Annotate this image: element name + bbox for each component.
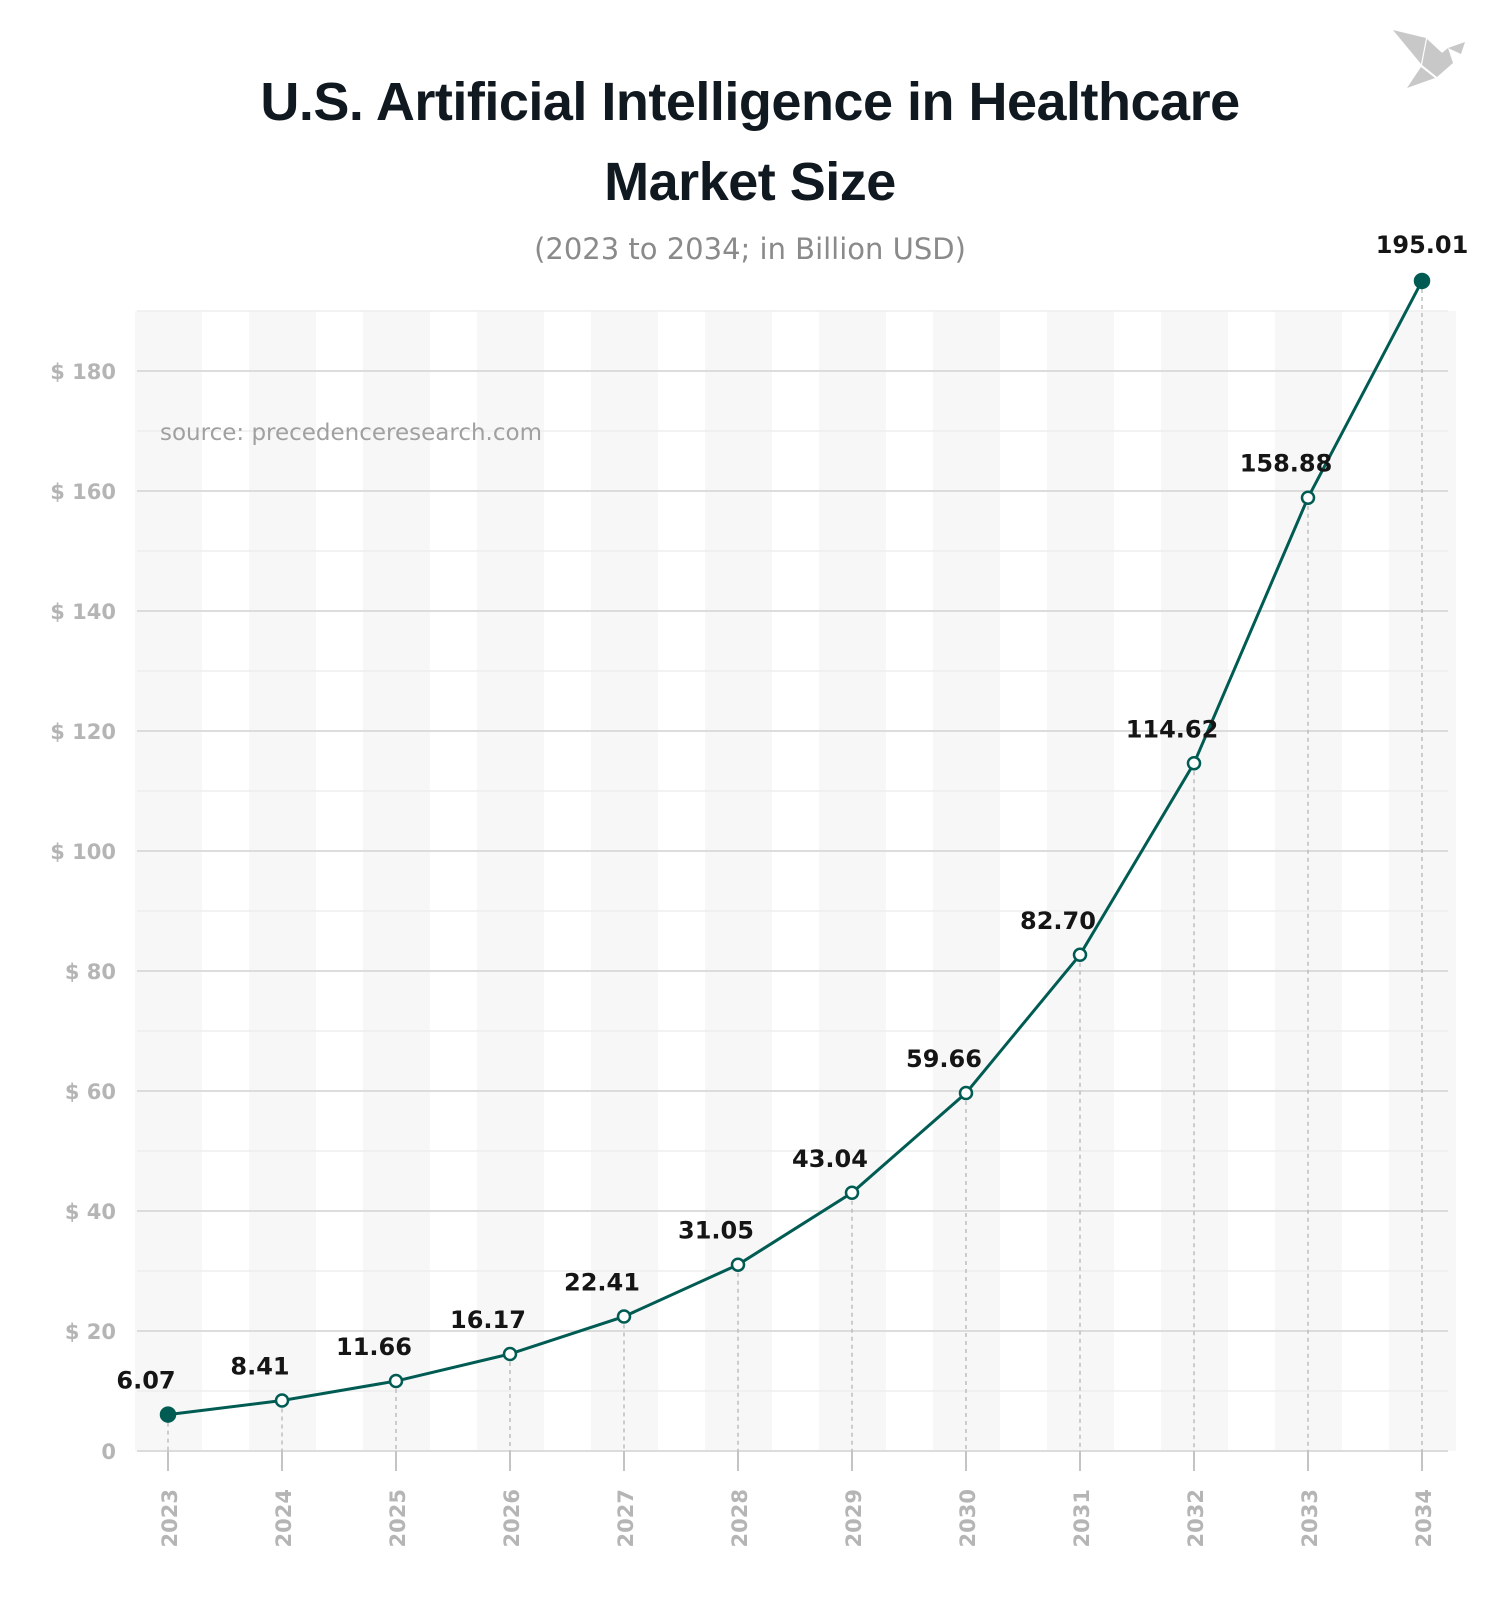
chart-subtitle: (2023 to 2034; in Billion USD) [534,232,966,266]
data-point [730,1257,746,1272]
column-band [933,311,1000,1451]
column-band [249,311,316,1451]
data-label: 82.70 [1020,907,1096,935]
data-point [1186,756,1202,771]
data-label: 22.41 [564,1269,640,1297]
origami-bird-icon [1393,30,1465,88]
data-label: 31.05 [678,1217,754,1245]
x-tick-label: 2026 [500,1489,524,1547]
column-band [1275,311,1342,1451]
data-label: 59.66 [906,1045,982,1073]
chart-title: U.S. Artificial Intelligence in Healthca… [0,62,1500,222]
data-label: 16.17 [450,1306,526,1334]
source-annotation: source: precedenceresearch.com [160,420,542,446]
x-tick-label: 2029 [842,1489,866,1547]
data-point [616,1309,632,1324]
title-line-2: Market Size [604,152,896,212]
column-band [1161,311,1228,1451]
x-tick-label: 2033 [1298,1489,1322,1547]
column-band [1047,311,1114,1451]
data-point [159,1406,177,1423]
x-tick-label: 2030 [956,1489,980,1547]
data-label: 114.62 [1126,715,1219,743]
x-tick-label: 2024 [272,1489,296,1547]
column-band [477,311,544,1451]
y-tick-label: $ 100 [50,840,116,864]
data-label: 11.66 [336,1333,412,1361]
data-point [1413,272,1431,290]
y-tick-label: $ 40 [65,1200,116,1224]
data-label: 158.88 [1240,450,1333,478]
y-tick-label: $ 180 [50,360,116,384]
data-label: 8.41 [230,1353,289,1381]
y-tick-label: $ 80 [65,960,116,984]
data-label: 43.04 [792,1145,868,1173]
data-point [958,1085,974,1101]
y-tick-label: $ 140 [50,600,116,624]
data-label: 195.01 [1376,231,1469,259]
x-tick-label: 2023 [158,1489,182,1547]
column-band [591,311,658,1451]
column-band [705,311,772,1451]
column-band [819,311,886,1451]
x-tick-label: 2025 [386,1489,410,1547]
x-tick-label: 2034 [1412,1489,1436,1547]
data-point [274,1393,290,1408]
title-line-1: U.S. Artificial Intelligence in Healthca… [260,72,1240,132]
y-tick-label: $ 120 [50,720,116,744]
data-label: 6.07 [116,1367,175,1395]
x-tick-label: 2028 [728,1489,752,1547]
column-band [135,311,202,1451]
y-tick-label: 0 [101,1440,116,1464]
x-tick-label: 2032 [1184,1489,1208,1547]
data-point [502,1346,518,1362]
series-line [167,280,1424,1417]
column-band [363,311,430,1451]
x-tick-label: 2027 [614,1489,638,1547]
x-tick-label: 2031 [1070,1489,1094,1547]
data-point [388,1373,404,1389]
data-point [1072,947,1088,963]
y-tick-label: $ 160 [50,480,116,504]
data-point [1300,490,1316,505]
data-point [844,1185,860,1201]
y-tick-label: $ 60 [65,1080,116,1104]
y-tick-label: $ 20 [65,1320,116,1344]
